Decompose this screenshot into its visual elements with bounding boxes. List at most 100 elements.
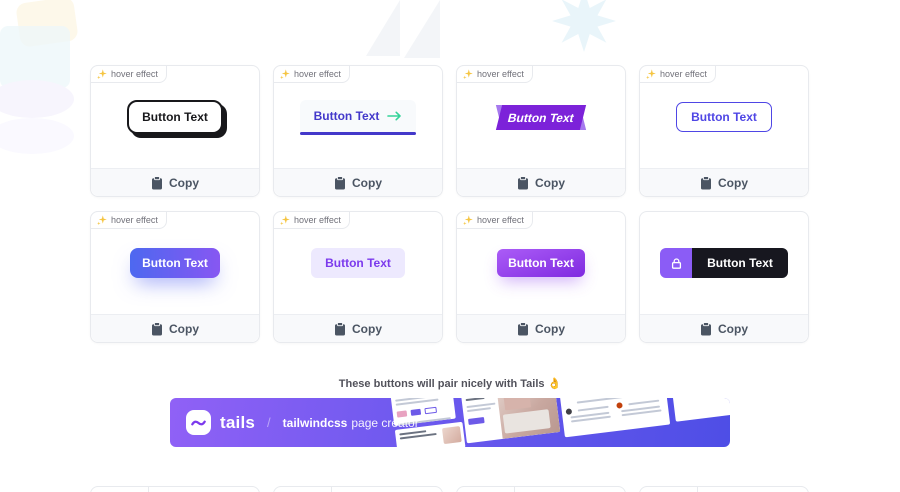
lock-icon [671, 257, 681, 269]
tagline-text: These buttons will pair nicely with Tail… [338, 378, 545, 390]
clipboard-icon [335, 321, 345, 335]
demo-button-label: Button Text [691, 110, 757, 124]
button-card-grid: hover effect Button Text Copy hover effe… [90, 65, 809, 343]
clipboard-icon [518, 321, 528, 335]
button-preview: Button Text [91, 66, 259, 168]
demo-button-neobrutalism[interactable]: Button Text [127, 100, 223, 134]
copy-label: Copy [718, 175, 748, 190]
hover-effect-label: hover effect [477, 215, 524, 225]
hover-effect-label: hover effect [111, 69, 158, 79]
hover-effect-label: hover effect [294, 69, 341, 79]
hover-effect-label: hover effect [477, 69, 524, 79]
hover-effect-badge: hover effect [456, 211, 533, 229]
clipboard-icon [152, 175, 162, 189]
sparkles-icon [463, 69, 473, 79]
copy-label: Copy [169, 175, 199, 190]
demo-button-label: Button Text [313, 108, 380, 123]
copy-label: Copy [718, 321, 748, 336]
button-card-underline-arrow: hover effect Button Text Copy [273, 65, 443, 197]
clipboard-icon [335, 175, 345, 189]
demo-button-ribbon[interactable]: Button Text [495, 104, 587, 130]
decor-blob-cyan [0, 26, 70, 88]
copy-button[interactable]: Copy [457, 168, 625, 196]
copy-button[interactable]: Copy [91, 314, 259, 342]
banner-brand-bold: tailwindcss [282, 415, 348, 430]
banner-thumbnails [389, 398, 730, 447]
banner-thumbnail [459, 398, 561, 444]
demo-button-label: Button Text [142, 110, 208, 124]
copy-button[interactable]: Copy [640, 168, 808, 196]
tails-banner[interactable]: tails / tailwindcss page creator [170, 398, 730, 447]
demo-button-gradient-blue[interactable]: Button Text [130, 248, 220, 278]
lock-segment [660, 248, 693, 278]
demo-button-label: Button Text [707, 256, 773, 270]
decor-blob-lavender [0, 80, 74, 118]
demo-button-underline-arrow[interactable]: Button Text [299, 99, 417, 135]
clipboard-icon [152, 321, 162, 335]
card-stub [90, 486, 260, 492]
hover-effect-badge: hover effect [90, 65, 167, 83]
demo-button-outline[interactable]: Button Text [676, 102, 772, 132]
sparkles-icon [280, 215, 290, 225]
copy-button[interactable]: Copy [274, 314, 442, 342]
hover-effect-badge: hover effect [639, 65, 716, 83]
demo-button-soft[interactable]: Button Text [311, 248, 405, 278]
arrow-right-icon [387, 111, 402, 120]
copy-label: Copy [352, 175, 382, 190]
sparkles-icon [97, 69, 107, 79]
hover-effect-badge: hover effect [273, 211, 350, 229]
demo-button-split-lock[interactable]: Button Text [660, 248, 788, 278]
thumbnail-photo [494, 398, 561, 439]
ok-hand-icon: 👌 [547, 378, 562, 390]
demo-button-gradient-purple[interactable]: Button Text [497, 249, 585, 277]
banner-brand-rest: page creator [351, 415, 419, 430]
button-card-gradient-blue: hover effect Button Text Copy [90, 211, 260, 343]
hover-effect-badge: hover effect [273, 65, 350, 83]
demo-button-label: Button Text [506, 110, 576, 124]
button-preview: Button Text [457, 212, 625, 314]
banner-logo-text: tails [220, 412, 256, 432]
decor-blob-lavender [0, 118, 74, 154]
button-card-neobrutalism: hover effect Button Text Copy [90, 65, 260, 197]
tails-logo [186, 410, 211, 435]
hover-effect-label: hover effect [111, 215, 158, 225]
demo-button-label: Button Text [325, 256, 391, 270]
card-stub [639, 486, 809, 492]
copy-button[interactable]: Copy [274, 168, 442, 196]
button-preview: Button Text [274, 66, 442, 168]
decor-triangle [404, 0, 440, 58]
button-card-soft: hover effect Button Text Copy [273, 211, 443, 343]
button-card-gradient-purple: hover effect Button Text Copy [456, 211, 626, 343]
banner-branding: tails / tailwindcss page creator [186, 398, 419, 447]
hover-effect-badge: hover effect [90, 211, 167, 229]
card-stub [456, 486, 626, 492]
hover-effect-badge: hover effect [456, 65, 533, 83]
tails-tilde-icon [191, 420, 206, 425]
hover-effect-label: hover effect [660, 69, 707, 79]
copy-label: Copy [535, 175, 565, 190]
card-stub [273, 486, 443, 492]
copy-button[interactable]: Copy [91, 168, 259, 196]
button-card-ribbon: hover effect Button Text Copy [456, 65, 626, 197]
hover-effect-label: hover effect [294, 215, 341, 225]
clipboard-icon [701, 175, 711, 189]
tails-tagline: These buttons will pair nicely with Tail… [0, 377, 900, 390]
clipboard-icon [701, 321, 711, 335]
button-card-outline: hover effect Button Text Copy [639, 65, 809, 197]
sparkles-icon [280, 69, 290, 79]
demo-button-label: Button Text [508, 256, 574, 270]
decor-triangle [366, 0, 400, 56]
copy-label: Copy [352, 321, 382, 336]
button-preview: Button Text [274, 212, 442, 314]
button-card-split-lock: Button Text Copy [639, 211, 809, 343]
demo-button-label: Button Text [142, 256, 208, 270]
sparkles-icon [97, 215, 107, 225]
banner-thumbnail [559, 398, 671, 438]
underline-bar [299, 131, 417, 135]
decor-starburst [552, 0, 616, 52]
button-preview: Button Text [640, 212, 808, 314]
clipboard-icon [518, 175, 528, 189]
copy-button[interactable]: Copy [457, 314, 625, 342]
copy-button[interactable]: Copy [640, 314, 808, 342]
